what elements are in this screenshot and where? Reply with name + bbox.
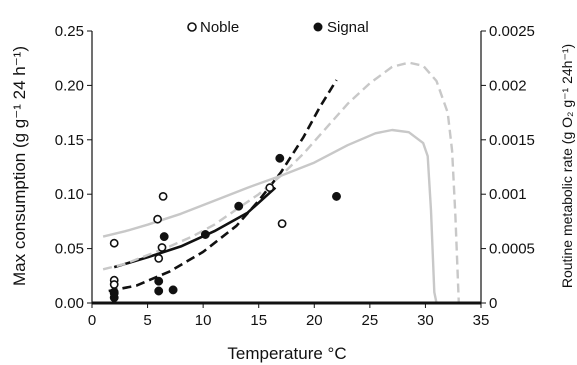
y-right-tick-label-1: 0.0005 (489, 241, 535, 258)
x-tick-label-5: 25 (362, 312, 379, 329)
x-tick-label-3: 15 (250, 312, 267, 329)
point-signal-6 (200, 230, 210, 239)
point-noble-7 (157, 243, 167, 252)
point-signal-9 (332, 191, 341, 201)
x-tick-label-7: 35 (473, 312, 490, 329)
point-signal-5 (168, 285, 178, 295)
y-right-tick-label-3: 0.0015 (489, 132, 535, 149)
legend: Noble Signal (187, 19, 369, 36)
y-right-tick-label-5: 0.0025 (489, 23, 535, 40)
point-noble-5 (154, 253, 164, 263)
y-left-tick-label-4: 0.20 (55, 77, 84, 94)
legend-label-noble: Noble (200, 19, 239, 36)
y-left-tick-label-0: 0.00 (55, 295, 84, 312)
x-tick-label-2: 10 (195, 312, 212, 329)
point-signal-4 (159, 232, 169, 242)
point-noble-0 (109, 238, 119, 248)
y-right-tick-label-4: 0.002 (489, 77, 527, 94)
curve-metabolic-dashed-3 (102, 61, 460, 304)
curve-consumption-dashed-1 (108, 79, 338, 293)
curve-metabolic-solid-2 (102, 128, 438, 304)
y-left-tick-label-1: 0.05 (55, 241, 84, 258)
point-noble-6 (158, 191, 168, 201)
curve-layer (102, 61, 460, 304)
tick-labels: 0 5 10 15 20 25 30 35 0.00 0.05 0.10 0.15 0.20 0.25 0 0… (55, 23, 535, 329)
point-signal-1 (109, 288, 119, 298)
legend-marker-noble (187, 22, 197, 32)
point-noble-8 (265, 183, 275, 193)
y-right-tick-label-2: 0.001 (489, 186, 527, 203)
point-noble-4 (153, 214, 162, 224)
point-signal-8 (275, 153, 285, 163)
x-tick-label-1: 5 (143, 312, 151, 329)
scatter-layer (109, 153, 341, 303)
y-left-axis-label: Max consumption (g g⁻¹ 24 h⁻¹) (10, 46, 29, 286)
y-left-tick-label-3: 0.15 (55, 132, 84, 149)
x-tick-label-0: 0 (88, 312, 96, 329)
point-signal-3 (154, 286, 164, 296)
y-left-tick-label-5: 0.25 (55, 23, 84, 40)
point-noble-9 (277, 219, 287, 228)
x-tick-label-4: 20 (306, 312, 323, 329)
point-signal-2 (154, 276, 164, 286)
legend-marker-signal (313, 22, 323, 32)
y-right-tick-label-0: 0 (489, 295, 497, 312)
x-axis-label: Temperature °C (227, 344, 346, 363)
x-tick-label-6: 30 (417, 312, 434, 329)
y-right-axis-label: Routine metabolic rate (g O₂ g⁻¹ 24h⁻¹) (559, 44, 575, 288)
point-signal-7 (234, 201, 244, 211)
axes (87, 30, 486, 308)
point-noble-2 (109, 280, 119, 289)
y-left-tick-label-2: 0.10 (55, 186, 84, 203)
legend-label-signal: Signal (327, 19, 369, 36)
